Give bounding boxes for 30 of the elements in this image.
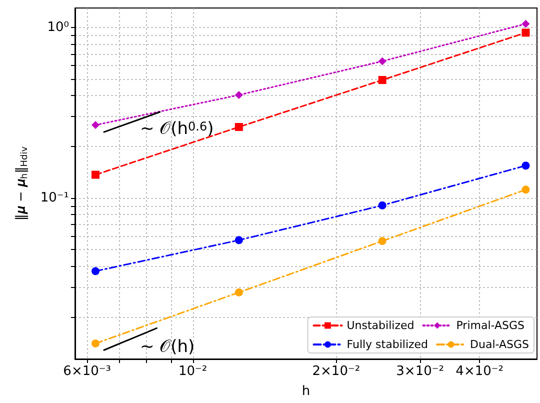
point xyxy=(378,237,386,246)
y-axis-title: ‖𝝁 − 𝝁h‖Hdiv xyxy=(14,146,30,221)
point xyxy=(92,121,100,130)
point xyxy=(522,20,530,28)
legend-label: Dual-ASGS xyxy=(470,338,530,351)
annotation: ∼ 𝒪(h) xyxy=(140,337,195,357)
legend-label: Fully stabilized xyxy=(346,338,428,351)
x-tick-label: 4×10⁻² xyxy=(456,364,504,379)
point xyxy=(234,288,243,296)
x-axis-title: h xyxy=(302,384,310,399)
point xyxy=(92,339,100,348)
point xyxy=(234,122,243,131)
point xyxy=(234,90,243,99)
y-tick-label: 10⁰ xyxy=(47,20,69,35)
point xyxy=(522,28,530,37)
point xyxy=(92,267,100,276)
point xyxy=(522,162,530,170)
point xyxy=(378,201,386,210)
point xyxy=(378,76,386,84)
legend-label: Unstabilized xyxy=(346,319,414,332)
point xyxy=(234,236,243,244)
point xyxy=(522,186,530,194)
x-tick-label: 3×10⁻² xyxy=(396,364,444,379)
point xyxy=(378,57,386,66)
x-tick-label: 2×10⁻² xyxy=(312,364,360,379)
x-tick-label: 6×10⁻³ xyxy=(63,364,111,379)
x-tick-label: 10⁻² xyxy=(178,364,208,379)
legend-label: Primal-ASGS xyxy=(456,319,525,332)
y-tick-label: 10⁻¹ xyxy=(40,190,69,206)
point xyxy=(92,170,100,179)
